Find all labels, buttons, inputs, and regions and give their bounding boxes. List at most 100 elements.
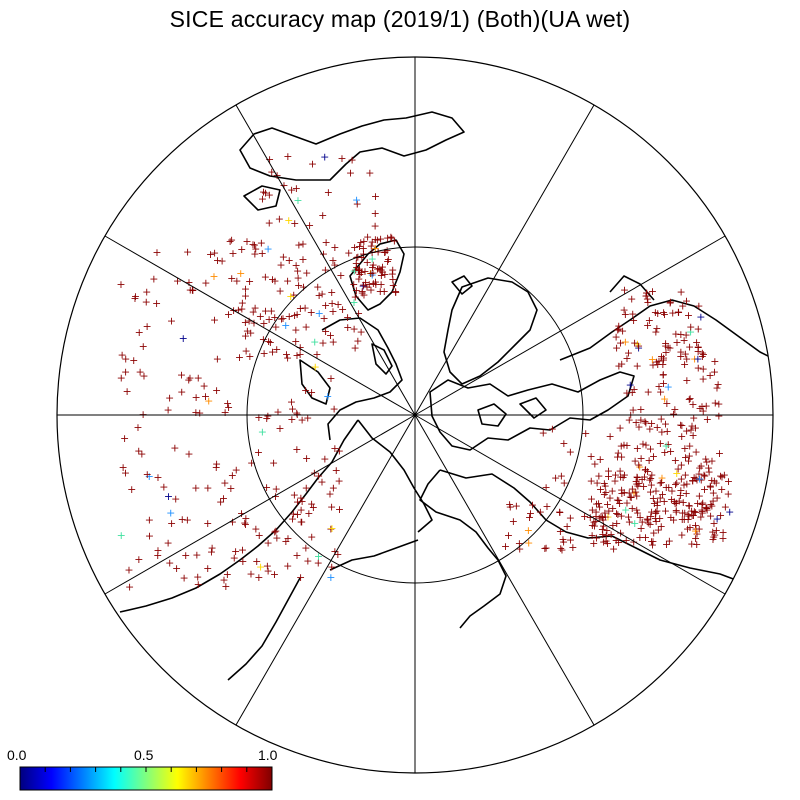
accuracy-marker: +	[629, 486, 638, 499]
accuracy-marker: +	[641, 531, 650, 544]
accuracy-marker: +	[184, 276, 193, 289]
accuracy-marker: +	[318, 336, 327, 349]
accuracy-marker: +	[689, 509, 698, 522]
accuracy-marker: +	[587, 474, 596, 487]
accuracy-marker: +	[302, 266, 311, 279]
accuracy-marker: +	[122, 385, 131, 398]
accuracy-marker: +	[600, 506, 609, 519]
accuracy-marker: +	[210, 247, 219, 260]
accuracy-marker: +	[716, 509, 725, 522]
accuracy-marker: +	[354, 307, 363, 320]
iceland-coast	[451, 275, 473, 295]
accuracy-marker: +	[652, 355, 661, 368]
accuracy-marker: +	[258, 247, 267, 260]
map-title: SICE accuracy map (2019/1) (Both)(UA wet…	[169, 6, 631, 32]
accuracy-marker: +	[351, 341, 360, 354]
accuracy-marker: +	[240, 517, 249, 530]
accuracy-marker: +	[125, 581, 134, 594]
accuracy-marker: +	[210, 314, 219, 327]
accuracy-marker: +	[665, 534, 674, 547]
accuracy-marker: +	[658, 488, 667, 501]
accuracy-marker: +	[290, 309, 299, 322]
accuracy-marker: +	[221, 580, 230, 593]
accuracy-marker: +	[581, 427, 590, 440]
accuracy-marker: +	[258, 426, 267, 439]
accuracy-marker: +	[241, 329, 250, 342]
colorbar-max-label: 1.0	[258, 747, 278, 763]
accuracy-marker: +	[622, 439, 631, 452]
accuracy-marker: +	[602, 524, 611, 537]
accuracy-marker: +	[688, 509, 697, 522]
accuracy-marker: +	[636, 403, 645, 416]
accuracy-marker: +	[647, 505, 656, 518]
accuracy-marker: +	[246, 568, 255, 581]
accuracy-marker: +	[241, 512, 250, 525]
accuracy-marker: +	[628, 502, 637, 515]
accuracy-marker: +	[662, 440, 671, 453]
accuracy-marker: +	[704, 461, 713, 474]
accuracy-marker: +	[307, 306, 316, 319]
accuracy-marker: +	[660, 308, 669, 321]
accuracy-marker: +	[232, 463, 241, 476]
accuracy-marker: +	[121, 366, 130, 379]
accuracy-marker: +	[368, 252, 377, 265]
accuracy-marker: +	[271, 320, 280, 333]
accuracy-marker: +	[624, 346, 633, 359]
accuracy-marker: +	[296, 302, 305, 315]
accuracy-marker: +	[603, 510, 612, 523]
accuracy-marker: +	[702, 502, 711, 515]
accuracy-marker: +	[633, 506, 642, 519]
britain-coast	[243, 185, 281, 211]
accuracy-marker: +	[690, 352, 699, 365]
accuracy-marker: +	[611, 534, 620, 547]
accuracy-marker: +	[269, 457, 278, 470]
accuracy-marker: +	[633, 471, 642, 484]
accuracy-marker: +	[378, 266, 387, 279]
accuracy-marker: +	[624, 511, 633, 524]
accuracy-marker: +	[676, 350, 685, 363]
accuracy-marker: +	[515, 537, 524, 550]
accuracy-marker: +	[297, 495, 306, 508]
accuracy-marker: +	[608, 502, 617, 515]
accuracy-marker: +	[524, 524, 533, 537]
accuracy-marker: +	[259, 317, 268, 330]
accuracy-marker: +	[298, 238, 307, 251]
accuracy-marker: +	[621, 504, 630, 517]
accuracy-marker: +	[326, 571, 335, 584]
accuracy-marker: +	[633, 359, 642, 372]
accuracy-marker: +	[303, 554, 312, 567]
accuracy-marker: +	[117, 372, 126, 385]
accuracy-marker: +	[368, 261, 377, 274]
accuracy-marker: +	[227, 234, 236, 247]
accuracy-marker: +	[614, 446, 623, 459]
accuracy-marker: +	[323, 390, 332, 403]
accuracy-marker: +	[556, 525, 565, 538]
accuracy-marker: +	[714, 397, 723, 410]
accuracy-marker: +	[706, 369, 715, 382]
accuracy-marker: +	[367, 239, 376, 252]
accuracy-marker: +	[163, 536, 172, 549]
accuracy-marker: +	[657, 413, 666, 426]
accuracy-marker: +	[714, 409, 723, 422]
accuracy-marker: +	[283, 150, 292, 163]
accuracy-marker: +	[718, 532, 727, 545]
accuracy-marker: +	[152, 297, 161, 310]
accuracy-marker: +	[297, 516, 306, 529]
accuracy-marker: +	[590, 520, 599, 533]
accuracy-marker: +	[292, 549, 301, 562]
accuracy-marker: +	[251, 243, 260, 256]
accuracy-marker: +	[643, 319, 652, 332]
accuracy-marker: +	[350, 322, 359, 335]
accuracy-marker: +	[627, 491, 636, 504]
accuracy-marker: +	[321, 325, 330, 338]
accuracy-marker: +	[656, 385, 665, 398]
accuracy-marker: +	[216, 496, 225, 509]
accuracy-marker: +	[251, 523, 260, 536]
accuracy-marker: +	[236, 267, 245, 280]
accuracy-marker: +	[637, 522, 646, 535]
accuracy-marker: +	[611, 331, 620, 344]
accuracy-marker: +	[680, 507, 689, 520]
accuracy-marker: +	[642, 290, 651, 303]
accuracy-marker: +	[598, 523, 607, 536]
accuracy-marker: +	[715, 447, 724, 460]
